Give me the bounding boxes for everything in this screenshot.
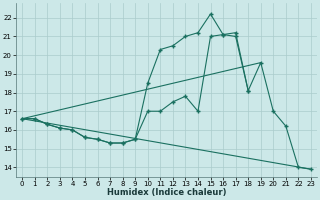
X-axis label: Humidex (Indice chaleur): Humidex (Indice chaleur)	[107, 188, 226, 197]
